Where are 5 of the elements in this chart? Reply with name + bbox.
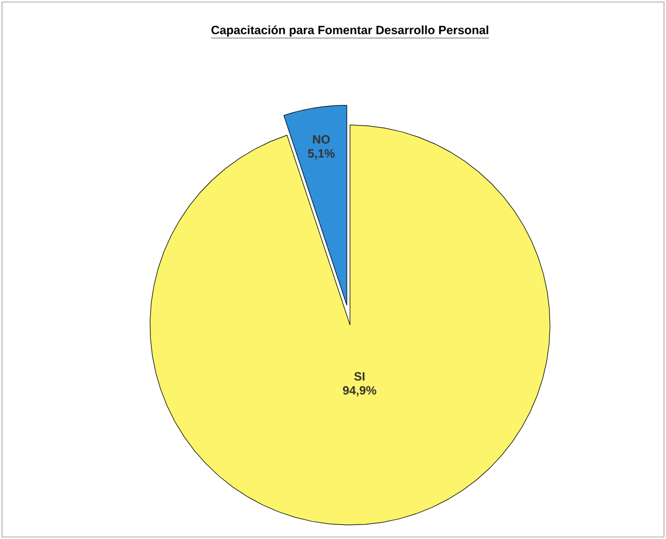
chart-title: Capacitación para Fomentar Desarrollo Personal [211,25,488,37]
slice-label: SI [354,372,364,381]
data-label: 94,9% [342,386,376,396]
slice-label: NO [313,135,330,144]
data-label: 5,1% [308,149,335,160]
